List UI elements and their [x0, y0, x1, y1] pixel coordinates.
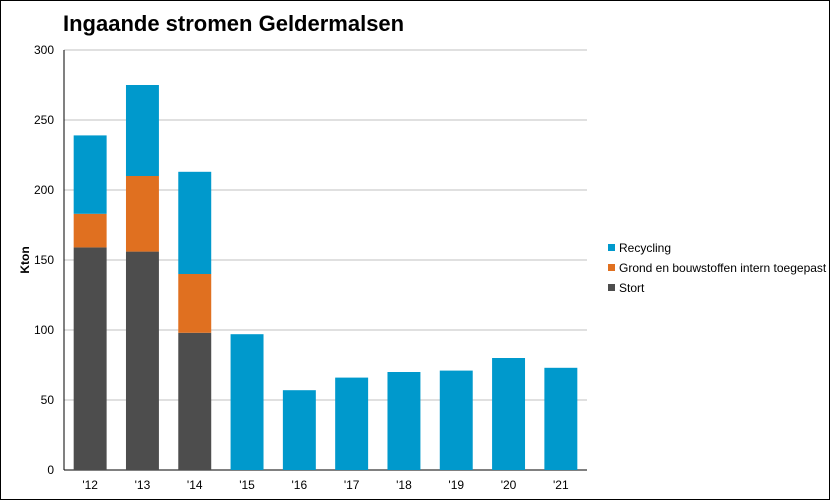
legend-label: Grond en bouwstoffen intern toegepast — [619, 261, 827, 275]
y-tick-label: 250 — [34, 113, 54, 127]
bar-recycling — [125, 85, 159, 176]
bar-stort — [178, 332, 212, 470]
bar-grond-en-bouwstoffen-intern-toegepast — [178, 274, 212, 333]
bar-recycling — [335, 377, 369, 470]
x-tick-label: '13 — [135, 478, 151, 492]
x-tick-label: '16 — [292, 478, 308, 492]
bar-recycling — [230, 334, 264, 470]
bar-recycling — [492, 358, 526, 470]
bar-recycling — [544, 367, 578, 470]
y-axis-label: Kton — [18, 246, 32, 273]
x-tick-label: '12 — [82, 478, 98, 492]
bar-grond-en-bouwstoffen-intern-toegepast — [125, 176, 159, 252]
x-tick-label: '17 — [344, 478, 360, 492]
legend-swatch — [608, 264, 615, 271]
legend-swatch — [608, 284, 615, 291]
x-tick-label: '15 — [239, 478, 255, 492]
y-tick-label: 150 — [34, 253, 54, 267]
y-tick-label: 200 — [34, 183, 54, 197]
chart-title: Ingaande stromen Geldermalsen — [63, 11, 405, 36]
y-tick-label: 50 — [41, 393, 55, 407]
x-tick-label: '21 — [553, 478, 569, 492]
legend-label: Recycling — [619, 241, 671, 255]
y-tick-label: 100 — [34, 323, 54, 337]
bar-recycling — [439, 370, 473, 470]
bar-recycling — [73, 135, 107, 214]
bar-recycling — [387, 372, 421, 470]
bar-recycling — [178, 171, 212, 274]
bar-stort — [125, 251, 159, 470]
x-tick-label: '20 — [501, 478, 517, 492]
x-tick-label: '18 — [396, 478, 412, 492]
y-tick-label: 0 — [47, 463, 54, 477]
y-tick-label: 300 — [34, 43, 54, 57]
x-tick-label: '19 — [448, 478, 464, 492]
bar-recycling — [282, 390, 316, 470]
bar-grond-en-bouwstoffen-intern-toegepast — [73, 213, 107, 248]
x-tick-label: '14 — [187, 478, 203, 492]
legend-label: Stort — [619, 281, 645, 295]
legend-swatch — [608, 244, 615, 251]
bar-stort — [73, 247, 107, 470]
